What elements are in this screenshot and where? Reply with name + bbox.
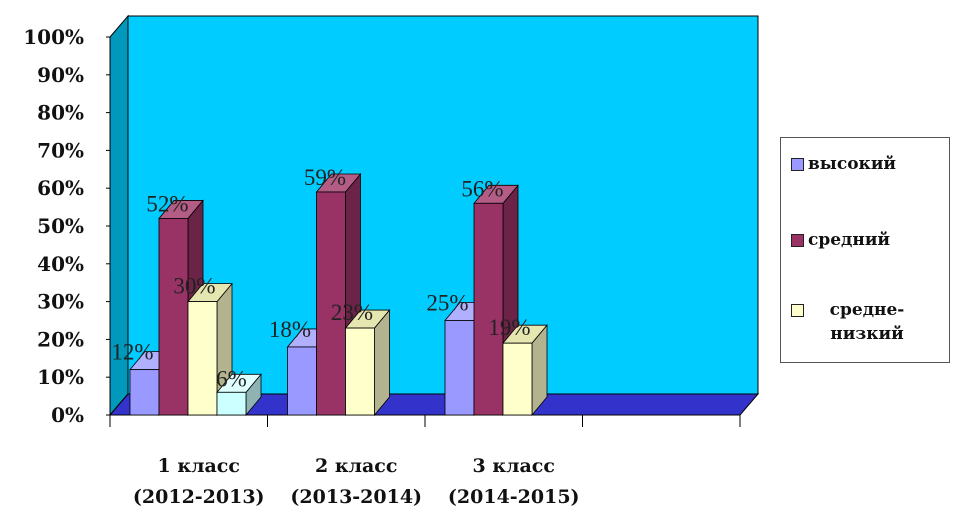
bar xyxy=(344,308,391,417)
y-tick-label: 40% xyxy=(37,252,84,276)
y-tick-label: 90% xyxy=(37,63,84,87)
y-tick-label: 80% xyxy=(37,101,84,125)
x-tick-label: (2013-2014) xyxy=(290,486,422,508)
legend-item: средний xyxy=(791,228,948,252)
bar-front xyxy=(502,342,533,416)
bar-front xyxy=(444,320,475,416)
x-tick-label: 3 класс xyxy=(473,455,555,477)
bar-front xyxy=(316,191,346,416)
bar-front xyxy=(345,327,375,416)
bar-front xyxy=(129,369,160,416)
legend-item: высокий xyxy=(791,152,948,176)
y-tick-label: 10% xyxy=(37,365,84,389)
y-tick-label: 60% xyxy=(37,176,84,200)
data-label: 18% xyxy=(269,317,311,342)
x-tick-label: 2 класс xyxy=(315,455,397,477)
x-tick-label: (2012-2013) xyxy=(133,486,265,508)
bar xyxy=(216,373,262,417)
data-label: 52% xyxy=(146,191,188,216)
chart-axes: 0% 10% 20% 30% 40% 50% 60% 70% 80% 90% 100% xyxy=(23,25,741,427)
chart-bars xyxy=(129,172,548,417)
data-label: 19% xyxy=(488,315,530,340)
bar-front xyxy=(473,202,504,416)
bar xyxy=(187,282,233,417)
data-label: 59% xyxy=(304,165,346,190)
x-tick-label: 1 класс xyxy=(158,455,240,477)
y-tick-label: 0% xyxy=(51,403,84,427)
y-tick-label: 30% xyxy=(37,290,84,314)
legend-swatch xyxy=(791,158,804,171)
chart-labels: 1 класс (2012-2013) 2 класс (2013-2014) 3 кл… xyxy=(111,165,579,508)
data-label: 25% xyxy=(426,291,468,316)
data-label: 56% xyxy=(461,176,503,201)
y-tick-label: 50% xyxy=(37,214,84,238)
legend-swatch xyxy=(791,304,804,317)
legend-label: средний xyxy=(808,230,891,250)
data-label: 12% xyxy=(111,340,153,365)
legend-label: высокий xyxy=(808,154,897,174)
data-label: 6% xyxy=(216,366,247,391)
legend-swatch xyxy=(791,234,804,247)
legend-label: средне-низкий xyxy=(829,300,905,344)
y-tick-label: 20% xyxy=(37,327,84,351)
data-label: 30% xyxy=(173,274,215,299)
bar-front xyxy=(216,391,247,416)
legend-item: средне-низкий xyxy=(791,298,926,346)
y-tick-label: 70% xyxy=(37,138,84,162)
x-tick-label: (2014-2015) xyxy=(448,486,580,508)
bar xyxy=(502,324,548,417)
y-tick-label: 100% xyxy=(23,25,84,49)
data-label: 23% xyxy=(331,300,373,325)
bar-front xyxy=(287,346,317,416)
bar-front xyxy=(158,218,189,416)
bar-front xyxy=(187,301,218,416)
legend: высокий средний средне-низкий xyxy=(780,137,950,363)
